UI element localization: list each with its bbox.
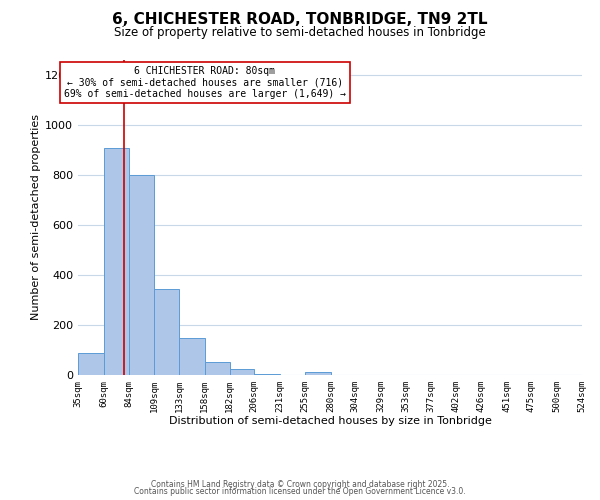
Bar (305, 372, 331, 375)
Bar (205, 362, 230, 375)
Text: Contains public sector information licensed under the Open Government Licence v3: Contains public sector information licen… (134, 488, 466, 496)
Bar (128, 175, 154, 375)
Text: Size of property relative to semi-detached houses in Tonbridge: Size of property relative to semi-detach… (114, 26, 486, 39)
Text: 6 CHICHESTER ROAD: 80sqm
← 30% of semi-detached houses are smaller (716)
69% of : 6 CHICHESTER ROAD: 80sqm ← 30% of semi-d… (64, 66, 346, 100)
Bar (179, 338, 205, 375)
Text: Contains HM Land Registry data © Crown copyright and database right 2025.: Contains HM Land Registry data © Crown c… (151, 480, 449, 489)
Bar (78, 352, 104, 375)
Bar (104, 148, 128, 375)
Bar (154, 289, 179, 375)
Bar (254, 374, 280, 375)
Y-axis label: Number of semi-detached properties: Number of semi-detached properties (31, 114, 41, 320)
Text: 6, CHICHESTER ROAD, TONBRIDGE, TN9 2TL: 6, CHICHESTER ROAD, TONBRIDGE, TN9 2TL (112, 12, 488, 28)
Bar (230, 369, 254, 375)
X-axis label: Distribution of semi-detached houses by size in Tonbridge: Distribution of semi-detached houses by … (169, 416, 491, 426)
